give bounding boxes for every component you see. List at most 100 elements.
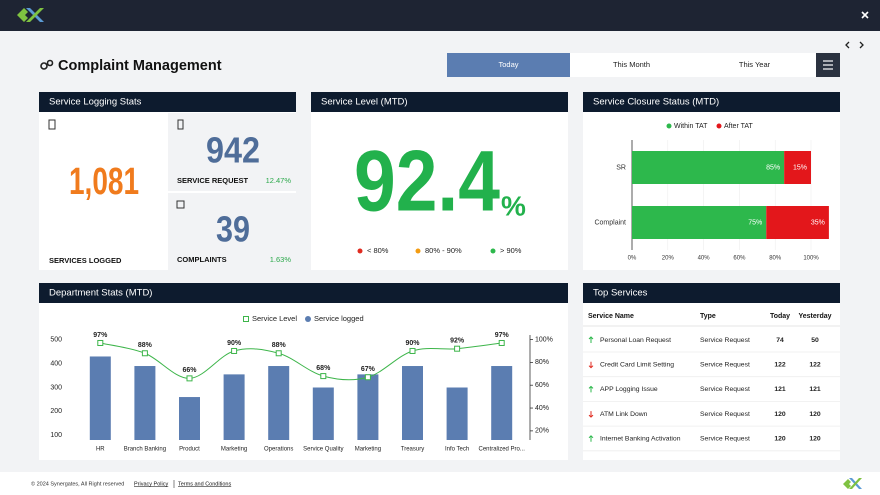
logo bbox=[17, 8, 44, 22]
page-title: Complaint Management bbox=[58, 58, 222, 74]
trend-arrow bbox=[588, 435, 594, 442]
value-label: 35% bbox=[811, 219, 825, 226]
x-tick-label: Product bbox=[179, 447, 200, 453]
stat-change: 1.63% bbox=[270, 255, 292, 264]
footer-link[interactable]: Terms and Conditions bbox=[178, 481, 231, 487]
line-marker bbox=[97, 339, 104, 346]
value-label: 15% bbox=[793, 164, 807, 171]
trend-arrow bbox=[588, 361, 594, 369]
table-cell: Service Request bbox=[700, 361, 750, 368]
table-cell: 120 bbox=[774, 436, 786, 443]
bar bbox=[357, 374, 379, 440]
panel-title: Top Services bbox=[593, 288, 648, 299]
table-cell: 50 bbox=[811, 337, 819, 344]
y-tick-label: 100 bbox=[50, 432, 62, 439]
table-cell: Service Request bbox=[700, 337, 750, 344]
y-tick-label: 200 bbox=[50, 408, 62, 415]
bar bbox=[312, 387, 334, 440]
x-tick-label: HR bbox=[96, 447, 105, 453]
value-label: 90% bbox=[227, 340, 242, 347]
footer bbox=[0, 472, 880, 495]
legend-dot bbox=[490, 248, 496, 254]
trend-arrow bbox=[588, 336, 594, 343]
x-tick-label: 20% bbox=[662, 256, 675, 262]
y-tick-label: 400 bbox=[50, 360, 62, 367]
tab-label: This Month bbox=[613, 60, 650, 69]
tab-background bbox=[693, 53, 816, 77]
y-tick-label: 300 bbox=[50, 384, 62, 391]
tab[interactable]: This Month bbox=[570, 53, 693, 77]
footer-link[interactable]: Privacy Policy bbox=[134, 481, 168, 487]
y2-tick-label: 40% bbox=[535, 405, 549, 412]
bar bbox=[491, 366, 513, 440]
table-cell: Internet Banking Activation bbox=[600, 436, 681, 443]
line-marker bbox=[454, 345, 461, 352]
line-marker bbox=[320, 373, 327, 380]
column-header: Type bbox=[700, 313, 716, 320]
panel-title: Service Closure Status (MTD) bbox=[593, 97, 719, 108]
legend-dot bbox=[666, 123, 672, 129]
next-arrow[interactable] bbox=[859, 41, 864, 49]
service-level-value: 92.4 bbox=[354, 134, 500, 230]
legend: < 80% 80% - 90% > 90% bbox=[357, 246, 522, 255]
x-tick-label: Info Tech bbox=[445, 447, 469, 453]
table-cell: ATM Link Down bbox=[600, 411, 648, 418]
top-bar bbox=[0, 0, 880, 31]
bar-segment bbox=[766, 206, 829, 239]
stat-label: SERVICE REQUEST bbox=[177, 176, 249, 185]
copyright: © 2024 Synergates, All Right reserved bbox=[31, 480, 124, 487]
close-button[interactable] bbox=[861, 11, 869, 19]
legend-label: Service logged bbox=[314, 314, 364, 323]
table-cell: 121 bbox=[809, 386, 821, 393]
column-header: Yesterday bbox=[798, 313, 831, 320]
stat-label: COMPLAINTS bbox=[177, 255, 227, 264]
tab[interactable]: This Year bbox=[693, 53, 816, 77]
panel-header bbox=[311, 92, 568, 112]
tab-label: Today bbox=[498, 60, 518, 69]
panel-header bbox=[583, 283, 840, 303]
bar bbox=[89, 356, 111, 440]
legend-marker bbox=[305, 316, 311, 322]
panel bbox=[39, 283, 568, 460]
bar-segment bbox=[784, 151, 811, 184]
value-label: 92% bbox=[450, 338, 465, 345]
column-header: Service Name bbox=[588, 313, 634, 320]
line-marker bbox=[231, 347, 238, 354]
bar bbox=[223, 374, 245, 440]
table-cell: 74 bbox=[776, 337, 784, 344]
panel-title: Service Level (MTD) bbox=[321, 97, 408, 108]
x-tick-label: Marketing bbox=[221, 447, 247, 453]
tab-label: This Year bbox=[739, 60, 771, 69]
panel bbox=[311, 92, 568, 270]
legend-label: 80% - 90% bbox=[425, 246, 462, 255]
table-cell: 121 bbox=[774, 386, 786, 393]
title-icon bbox=[40, 59, 54, 70]
prev-arrow[interactable] bbox=[845, 41, 850, 49]
y-tick-label: SR bbox=[616, 164, 626, 171]
x-tick-label: Marketing bbox=[355, 447, 381, 453]
value-label: 85% bbox=[766, 164, 780, 171]
tab[interactable]: Today bbox=[447, 53, 570, 77]
value-label: 97% bbox=[93, 332, 108, 339]
table-cell: Service Request bbox=[700, 436, 750, 443]
bar bbox=[179, 397, 200, 440]
table-cell: Personal Loan Request bbox=[600, 337, 671, 344]
panel-title: Department Stats (MTD) bbox=[49, 288, 152, 299]
table-cell: 120 bbox=[809, 411, 821, 418]
line-marker bbox=[141, 350, 148, 357]
stat-value: 1,081 bbox=[69, 161, 139, 203]
table-cell: 120 bbox=[774, 411, 786, 418]
panel-header bbox=[39, 283, 568, 303]
value-label: 88% bbox=[138, 342, 153, 349]
bar bbox=[446, 387, 468, 440]
line-marker bbox=[364, 374, 371, 381]
tab-background bbox=[570, 53, 693, 77]
legend-dot bbox=[415, 248, 421, 254]
menu-button[interactable] bbox=[816, 53, 840, 77]
line-marker bbox=[275, 350, 282, 357]
bar bbox=[402, 366, 423, 440]
line-marker bbox=[186, 375, 193, 382]
stat-value: 942 bbox=[206, 130, 260, 171]
trend-arrow bbox=[588, 385, 594, 393]
